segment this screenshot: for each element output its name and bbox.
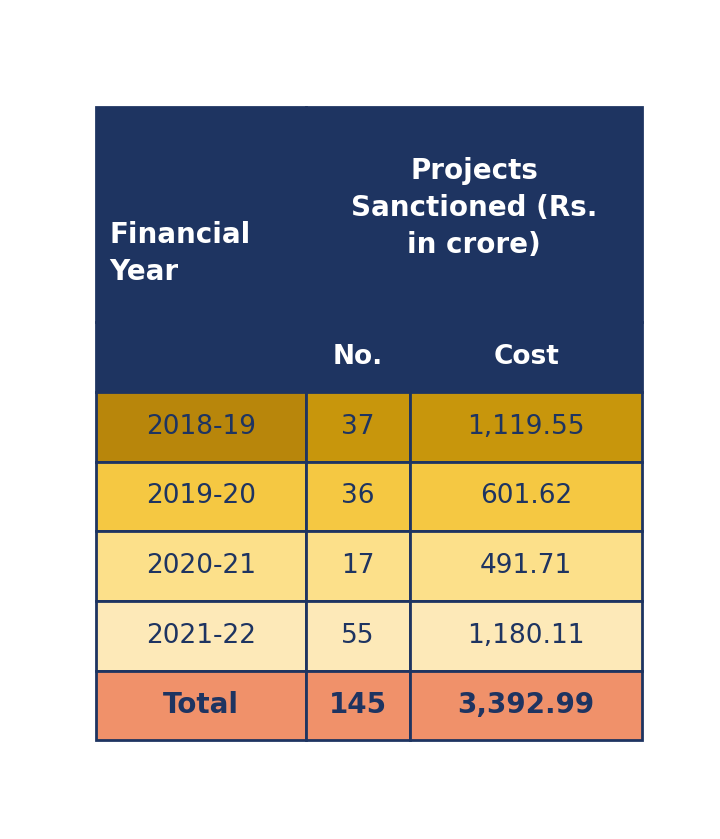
Text: Financial
Year: Financial Year (109, 221, 251, 286)
Text: 55: 55 (341, 623, 375, 649)
Text: 2018-19: 2018-19 (146, 414, 256, 440)
Text: 601.62: 601.62 (480, 483, 572, 509)
Text: No.: No. (333, 344, 383, 370)
FancyBboxPatch shape (96, 461, 306, 531)
FancyBboxPatch shape (306, 322, 410, 392)
Text: 491.71: 491.71 (480, 553, 572, 579)
FancyBboxPatch shape (306, 531, 410, 601)
FancyBboxPatch shape (410, 531, 642, 601)
FancyBboxPatch shape (306, 670, 410, 740)
Text: 36: 36 (341, 483, 375, 509)
FancyBboxPatch shape (306, 601, 410, 670)
Text: 37: 37 (341, 414, 375, 440)
FancyBboxPatch shape (96, 392, 306, 461)
Text: 2019-20: 2019-20 (146, 483, 256, 509)
FancyBboxPatch shape (306, 107, 642, 322)
Text: Projects
Sanctioned (Rs.
in crore): Projects Sanctioned (Rs. in crore) (351, 158, 598, 259)
Text: 2020-21: 2020-21 (146, 553, 256, 579)
Text: Total: Total (163, 691, 239, 719)
FancyBboxPatch shape (410, 322, 642, 392)
FancyBboxPatch shape (410, 461, 642, 531)
Text: 1,119.55: 1,119.55 (467, 414, 585, 440)
FancyBboxPatch shape (410, 670, 642, 740)
FancyBboxPatch shape (96, 107, 306, 322)
FancyBboxPatch shape (96, 322, 306, 392)
Text: 1,180.11: 1,180.11 (467, 623, 585, 649)
FancyBboxPatch shape (306, 461, 410, 531)
Text: Cost: Cost (493, 344, 559, 370)
FancyBboxPatch shape (96, 670, 306, 740)
FancyBboxPatch shape (96, 531, 306, 601)
Text: 3,392.99: 3,392.99 (458, 691, 595, 719)
FancyBboxPatch shape (410, 601, 642, 670)
FancyBboxPatch shape (410, 392, 642, 461)
FancyBboxPatch shape (306, 392, 410, 461)
Text: 17: 17 (341, 553, 375, 579)
Text: 145: 145 (329, 691, 387, 719)
Text: 2021-22: 2021-22 (146, 623, 256, 649)
FancyBboxPatch shape (96, 601, 306, 670)
